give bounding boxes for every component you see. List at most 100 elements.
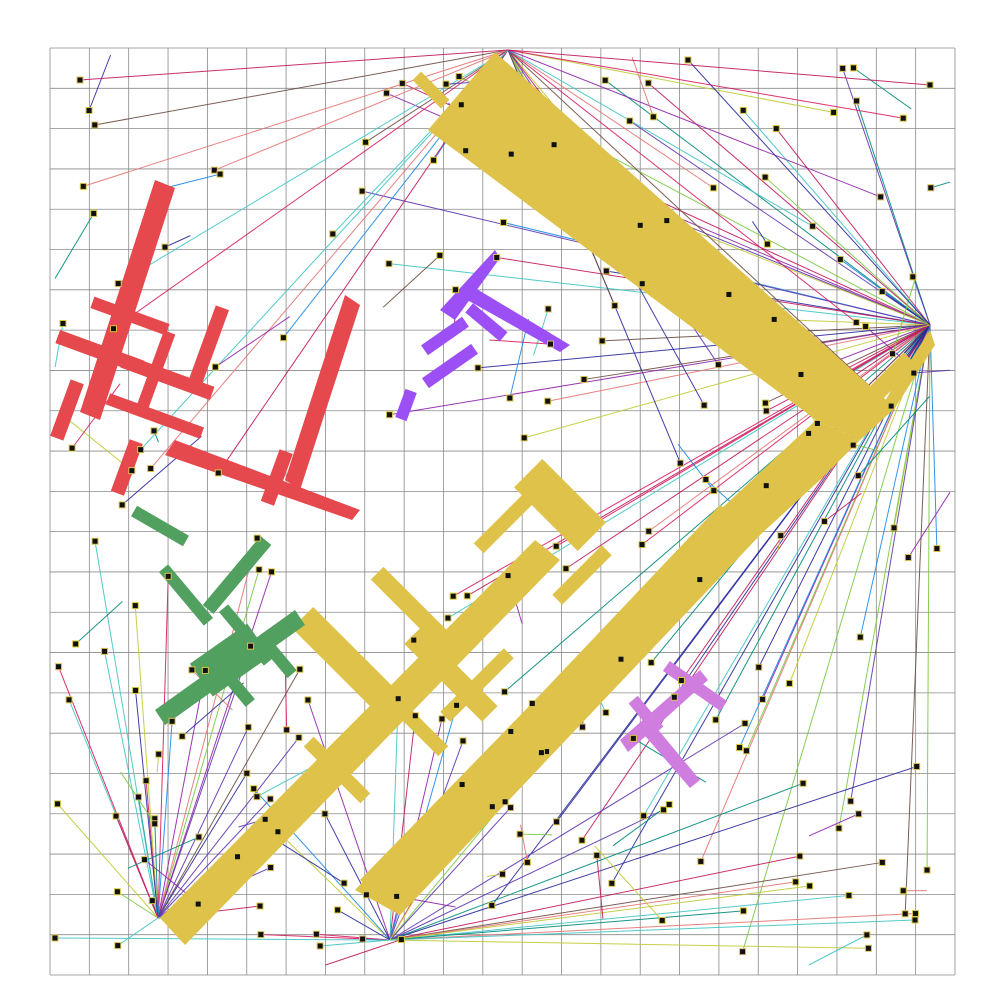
via-node	[562, 565, 570, 573]
via-node	[362, 891, 370, 899]
red-arm-4	[105, 393, 205, 439]
trace-line	[742, 324, 931, 952]
via-node	[626, 117, 634, 125]
trace-line	[88, 54, 112, 111]
via-node	[697, 857, 705, 865]
green-arm-3	[218, 604, 274, 666]
trace-line	[764, 176, 931, 326]
via-node	[523, 858, 531, 866]
via-node	[578, 836, 586, 844]
via-node	[887, 402, 895, 410]
red-component	[50, 180, 360, 520]
via-node	[862, 322, 870, 330]
via-node	[316, 942, 324, 950]
trace-line	[520, 833, 553, 836]
via-node	[901, 910, 909, 918]
green-arm-5	[131, 505, 189, 547]
via-node	[253, 534, 261, 542]
via-node	[676, 459, 684, 467]
via-node	[65, 696, 73, 704]
violet-arm-4	[465, 303, 508, 342]
trace-line	[389, 722, 746, 941]
via-node	[474, 364, 482, 372]
gold-block-b	[291, 606, 399, 714]
violet-component	[395, 250, 570, 422]
via-node	[91, 121, 99, 129]
trace-line	[157, 737, 300, 919]
trace-line	[324, 813, 391, 941]
trace-line	[838, 324, 931, 829]
via-node	[926, 81, 934, 89]
via-node	[839, 64, 847, 72]
via-node	[118, 501, 126, 509]
trace-line	[117, 891, 159, 919]
trace-line	[594, 845, 663, 921]
via-node	[853, 97, 861, 105]
via-node	[516, 830, 524, 838]
via-node	[849, 441, 857, 449]
trace-line	[144, 859, 191, 897]
via-node	[256, 902, 264, 910]
via-node	[629, 734, 637, 742]
via-node	[507, 150, 515, 158]
trace-line	[913, 369, 951, 374]
trace-line	[850, 324, 931, 802]
via-node	[863, 931, 871, 939]
trace-line	[389, 885, 810, 941]
via-node	[134, 793, 142, 801]
via-node	[835, 824, 843, 832]
via-node	[194, 900, 202, 908]
via-node	[195, 833, 203, 841]
trace-line	[389, 913, 916, 941]
violet-arm-3	[395, 388, 417, 422]
via-node	[274, 828, 282, 836]
trace-line	[507, 49, 904, 119]
via-node	[72, 640, 80, 648]
gold-stub-top	[412, 71, 450, 109]
trace-line	[389, 809, 664, 941]
trace-line	[547, 324, 931, 402]
via-node	[150, 427, 158, 435]
gold-band-lower	[355, 505, 760, 915]
trace-line	[389, 855, 800, 941]
via-node	[148, 897, 156, 905]
via-node	[128, 467, 136, 475]
via-node	[608, 879, 616, 887]
via-node	[761, 399, 769, 407]
via-node	[455, 72, 463, 80]
via-node	[547, 340, 555, 348]
via-node	[244, 723, 252, 731]
via-node	[663, 217, 671, 225]
trace-line	[507, 49, 834, 113]
via-node	[714, 361, 722, 369]
trace-line	[284, 668, 288, 730]
gold-main-board	[160, 52, 935, 945]
via-node	[850, 64, 858, 72]
via-node	[79, 182, 87, 190]
via-node	[797, 370, 805, 378]
trace-line	[320, 939, 391, 947]
via-node	[411, 712, 419, 720]
via-node	[761, 173, 769, 181]
trace-line	[337, 909, 391, 941]
via-node	[442, 80, 450, 88]
via-node	[640, 812, 648, 820]
via-node	[295, 734, 303, 742]
via-node	[410, 636, 418, 644]
via-node	[528, 700, 536, 708]
via-node	[909, 273, 917, 281]
via-node	[792, 878, 800, 886]
trace-line	[157, 576, 169, 919]
via-node	[553, 818, 561, 826]
via-node	[255, 566, 263, 574]
trace-line	[117, 917, 159, 946]
via-node	[878, 288, 886, 296]
via-node	[188, 666, 196, 674]
via-node	[580, 375, 588, 383]
via-node	[164, 572, 172, 580]
via-node	[261, 815, 269, 823]
via-node	[449, 592, 457, 600]
trace-line	[127, 836, 200, 869]
via-node	[132, 686, 140, 694]
via-node	[137, 446, 145, 454]
